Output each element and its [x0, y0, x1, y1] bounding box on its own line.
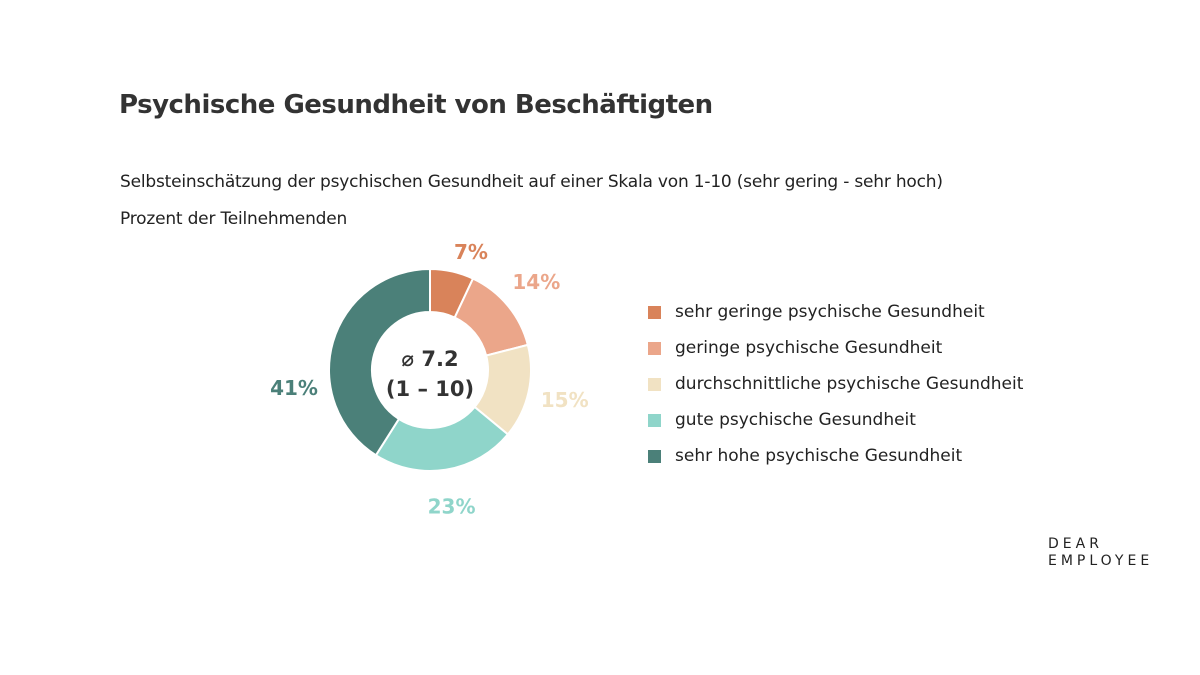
logo-line-2: EMPLOYEE [1048, 553, 1154, 569]
data-label-1: 14% [512, 270, 560, 294]
legend-label: durchschnittliche psychische Gesundheit [675, 374, 1024, 394]
data-label-4: 41% [270, 376, 318, 400]
center-scale: (1 – 10) [386, 377, 474, 401]
legend-label: geringe psychische Gesundheit [675, 338, 943, 358]
legend-swatch [648, 449, 661, 463]
slice-4 [328, 267, 431, 457]
legend-item: sehr hohe psychische Gesundheit [648, 438, 1023, 474]
dear-employee-logo: DEAR EMPLOYEE [1048, 536, 1153, 570]
legend: sehr geringe psychische Gesundheit gering… [648, 294, 1023, 474]
legend-swatch [648, 413, 661, 427]
logo-line-1: DEAR [1048, 536, 1103, 552]
data-label-2: 15% [541, 388, 589, 412]
unit-label: Prozent der Teilnehmenden [120, 209, 348, 229]
data-label-3: 23% [428, 494, 476, 518]
legend-item: sehr geringe psychische Gesundheit [648, 294, 1023, 330]
chart-title: Psychische Gesundheit von Beschäftigten [119, 90, 713, 120]
legend-swatch [648, 305, 661, 319]
legend-swatch [648, 341, 661, 355]
legend-swatch [648, 377, 661, 391]
legend-item: gute psychische Gesundheit [648, 402, 1023, 438]
data-label-0: 7% [454, 240, 488, 264]
legend-item: geringe psychische Gesundheit [648, 330, 1023, 366]
center-average: ⌀ 7.2 [401, 347, 458, 371]
legend-label: gute psychische Gesundheit [675, 410, 916, 430]
legend-label: sehr hohe psychische Gesundheit [675, 446, 963, 466]
chart-subtitle: Selbsteinschätzung der psychischen Gesun… [120, 172, 943, 192]
legend-item: durchschnittliche psychische Gesundheit [648, 366, 1023, 402]
legend-label: sehr geringe psychische Gesundheit [675, 302, 985, 322]
